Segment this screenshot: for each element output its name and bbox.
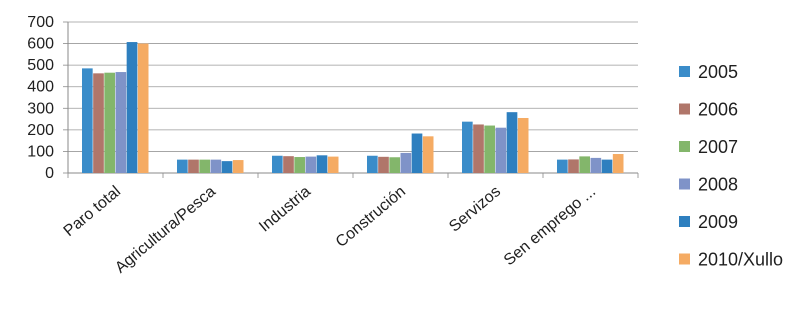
legend-swatch-2009 [679, 216, 690, 227]
bar-2005-servizos [462, 121, 473, 173]
bar-2010-xullo-servizos [517, 117, 529, 173]
bar-2010-xullo-construci-n [422, 136, 434, 173]
bar-2006-construci-n [378, 156, 389, 173]
bar-2010-xullo-agricultura-pesca [232, 160, 244, 173]
bar-2007-agricultura-pesca [199, 159, 210, 173]
legend-label-2005: 2005 [698, 62, 738, 82]
bar-2008-servizos [495, 127, 507, 173]
bar-2009-agricultura-pesca [221, 161, 233, 173]
bar-2008-sen-emprego [590, 157, 602, 173]
bar-2007-sen-emprego [579, 156, 590, 173]
bar-2007-servizos [484, 125, 495, 173]
legend-swatch-2008 [679, 178, 690, 190]
legend-label-2007: 2007 [698, 137, 738, 157]
bar-2009-construci-n [411, 133, 423, 173]
bar-2010-xullo-sen-emprego [612, 154, 624, 173]
bar-2010-xullo-paro-total [137, 43, 149, 174]
y-tick-labels: 0 100 200 300 400 500 600 700 [27, 14, 54, 182]
bar-2005-agricultura-pesca [177, 159, 188, 173]
bar-2008-industria [305, 156, 317, 173]
bar-2006-servizos [473, 124, 484, 173]
x-tick-label: Construción [333, 183, 409, 251]
bar-2005-paro-total [82, 68, 93, 173]
bar-2007-industria [294, 157, 305, 173]
y-tick-label: 400 [27, 79, 54, 96]
gridlines [68, 21, 638, 152]
bar-2006-industria [283, 156, 294, 173]
bar-2008-agricultura-pesca [210, 159, 222, 173]
bar-2008-paro-total [115, 72, 127, 173]
y-tick-label: 500 [27, 57, 54, 74]
y-tick-label: 0 [45, 165, 54, 182]
bar-2010-xullo-industria [327, 156, 339, 173]
y-tick-label: 300 [27, 100, 54, 117]
legend-swatch-2010-xullo [679, 253, 690, 265]
bar-2008-construci-n [400, 152, 412, 173]
bar-2007-construci-n [389, 157, 400, 173]
bar-2009-paro-total [126, 42, 138, 173]
bar-2006-agricultura-pesca [188, 159, 199, 173]
x-tick-label: Servizos [446, 183, 504, 235]
legend-label-2008: 2008 [698, 175, 738, 195]
bar-2005-construci-n [367, 155, 378, 173]
bars [82, 42, 624, 174]
x-tick-label: Sen emprego ... [501, 183, 599, 269]
axes [63, 21, 639, 178]
y-tick-label: 200 [27, 122, 54, 139]
legend: 2005 2006 2007 2008 2009 2010/Xullo [679, 62, 783, 270]
legend-swatch-2007 [679, 141, 690, 152]
legend-swatch-2006 [679, 103, 690, 115]
bar-2009-industria [316, 155, 328, 173]
bar-2007-paro-total [104, 72, 115, 173]
bar-2006-paro-total [93, 73, 104, 173]
legend-label-2009: 2009 [698, 212, 738, 232]
legend-label-2006: 2006 [698, 100, 738, 120]
x-tick-label: Paro total [61, 183, 124, 240]
y-tick-label: 700 [27, 14, 54, 31]
y-tick-label: 100 [27, 143, 54, 160]
bar-2005-industria [272, 155, 283, 173]
y-tick-label: 600 [27, 36, 54, 53]
bar-2009-servizos [506, 112, 518, 173]
x-tick-label: Industria [256, 183, 314, 236]
x-tick-label: Agricultura/Pesca [112, 183, 219, 277]
bar-2005-sen-emprego [557, 159, 568, 173]
bar-2006-sen-emprego [568, 159, 579, 173]
legend-label-2010-xullo: 2010/Xullo [698, 250, 783, 270]
bar-2009-sen-emprego [601, 159, 613, 173]
legend-swatch-2005 [679, 66, 690, 77]
